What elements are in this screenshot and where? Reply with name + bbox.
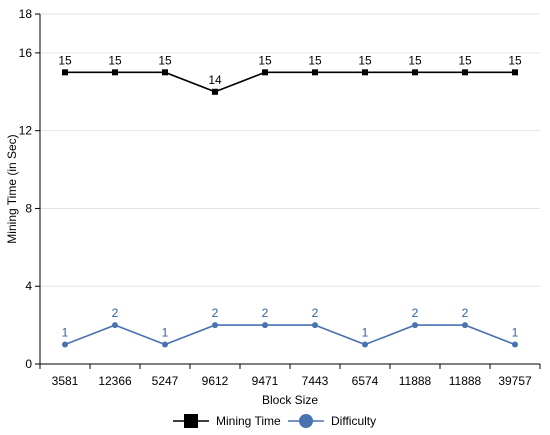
x-tick-label: 6574 bbox=[352, 374, 379, 388]
data-point bbox=[312, 69, 318, 76]
data-point bbox=[512, 341, 518, 348]
data-label: 1 bbox=[62, 326, 69, 340]
data-point bbox=[162, 341, 168, 348]
x-tick-label: 5247 bbox=[152, 374, 179, 388]
data-point bbox=[412, 322, 418, 329]
y-tick-label: 0 bbox=[25, 357, 32, 371]
data-point bbox=[62, 341, 68, 348]
data-label: 15 bbox=[408, 53, 422, 67]
series-layer: 15 15 15 14 15 15 15 15 15 15 1 2 1 2 2 2 1 2 2 1 bbox=[58, 53, 522, 348]
data-point bbox=[462, 69, 468, 76]
data-label: 1 bbox=[512, 326, 519, 340]
legend-item: Mining Time bbox=[173, 414, 281, 428]
data-label: 15 bbox=[458, 53, 472, 67]
y-tick-label: 8 bbox=[25, 201, 32, 215]
data-point bbox=[212, 322, 218, 329]
series-line bbox=[64, 324, 516, 346]
y-tick-label: 16 bbox=[19, 46, 33, 60]
legend-marker bbox=[184, 414, 198, 428]
legend-item: Difficulty bbox=[288, 414, 376, 428]
data-point bbox=[512, 69, 518, 76]
data-point bbox=[162, 69, 168, 76]
data-label: 1 bbox=[362, 326, 369, 340]
data-point bbox=[112, 322, 118, 329]
legend-label: Difficulty bbox=[331, 414, 376, 428]
x-tick-label: 9471 bbox=[252, 374, 279, 388]
x-tick-label: 3581 bbox=[52, 374, 79, 388]
series-mining-time: 15 15 15 14 15 15 15 15 15 15 bbox=[58, 53, 522, 95]
legend: Mining Time Difficulty bbox=[173, 414, 376, 428]
data-label: 15 bbox=[158, 53, 172, 67]
data-point bbox=[262, 322, 268, 329]
data-point bbox=[362, 69, 368, 76]
x-tick-labels: 3581 12366 5247 9612 9471 7443 6574 11888 11888 3… bbox=[39, 364, 541, 388]
y-tick-label: 18 bbox=[19, 7, 33, 21]
data-point bbox=[112, 69, 118, 76]
y-axis-title: Mining Time (in Sec) bbox=[5, 134, 19, 243]
y-tick-label: 4 bbox=[25, 279, 32, 293]
series-difficulty: 1 2 1 2 2 2 1 2 2 1 bbox=[62, 306, 519, 348]
data-label: 15 bbox=[508, 53, 522, 67]
x-tick-label: 39757 bbox=[498, 374, 532, 388]
x-tick-label: 11888 bbox=[449, 374, 482, 388]
data-label: 2 bbox=[212, 306, 219, 320]
gridlines bbox=[40, 13, 540, 287]
data-label: 15 bbox=[308, 53, 322, 67]
data-point bbox=[462, 322, 468, 329]
x-tick-label: 11888 bbox=[399, 374, 432, 388]
data-point bbox=[262, 69, 268, 76]
data-label: 15 bbox=[258, 53, 272, 67]
legend-label: Mining Time bbox=[216, 414, 281, 428]
data-label: 15 bbox=[358, 53, 372, 67]
data-point bbox=[62, 69, 68, 76]
x-tick-label: 7443 bbox=[302, 374, 329, 388]
data-label: 1 bbox=[162, 326, 169, 340]
y-tick-labels: 0 4 8 12 16 18 bbox=[19, 7, 40, 371]
x-axis-title: Block Size bbox=[262, 393, 318, 407]
data-point bbox=[312, 322, 318, 329]
data-point bbox=[412, 69, 418, 76]
data-label: 2 bbox=[412, 306, 419, 320]
data-point bbox=[212, 88, 218, 95]
data-label: 2 bbox=[462, 306, 469, 320]
data-label: 15 bbox=[108, 53, 122, 67]
x-tick-label: 12366 bbox=[98, 374, 132, 388]
data-label: 2 bbox=[112, 306, 119, 320]
data-label: 14 bbox=[208, 73, 222, 87]
legend-marker bbox=[299, 414, 313, 428]
y-tick-label: 12 bbox=[19, 124, 33, 138]
data-point bbox=[362, 341, 368, 348]
x-tick-label: 9612 bbox=[202, 374, 229, 388]
series-line bbox=[65, 71, 515, 93]
data-label: 15 bbox=[58, 53, 72, 67]
data-label: 2 bbox=[312, 306, 319, 320]
data-label: 2 bbox=[262, 306, 269, 320]
